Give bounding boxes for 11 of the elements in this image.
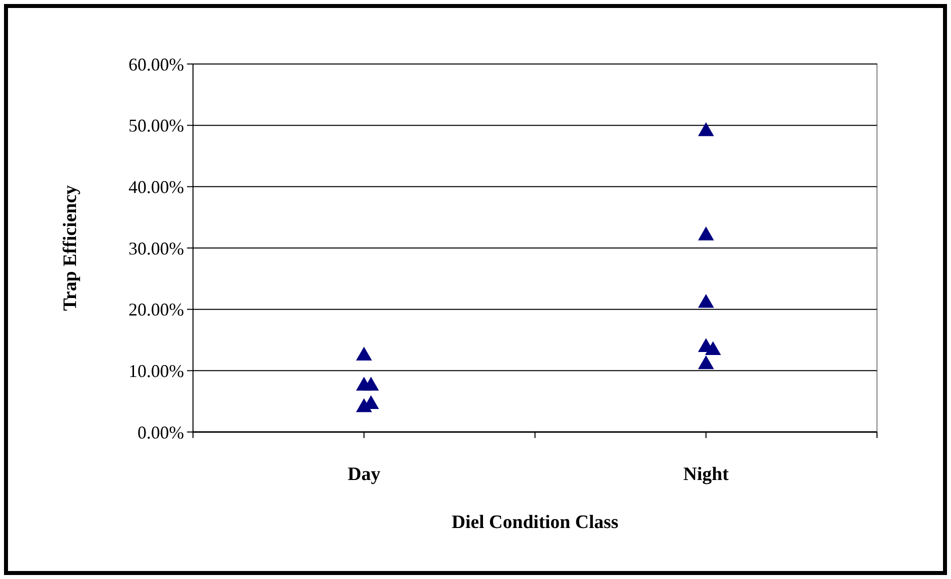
y-axis-title: Trap Efficiency	[60, 184, 81, 311]
y-tick-label: 50.00%	[128, 116, 184, 136]
y-tick-label: 30.00%	[128, 238, 184, 258]
y-tick-label: 10.00%	[128, 360, 184, 381]
x-tick-label: Night	[683, 464, 730, 485]
y-tick-label: 20.00%	[128, 300, 184, 320]
x-axis-title: Diel Condition Class	[452, 512, 618, 533]
y-tick-label: 60.00%	[128, 54, 184, 74]
x-tick-label: Day	[348, 464, 381, 485]
y-tick-label: 0.00%	[138, 422, 184, 442]
y-tick-label: 40.00%	[128, 176, 184, 197]
